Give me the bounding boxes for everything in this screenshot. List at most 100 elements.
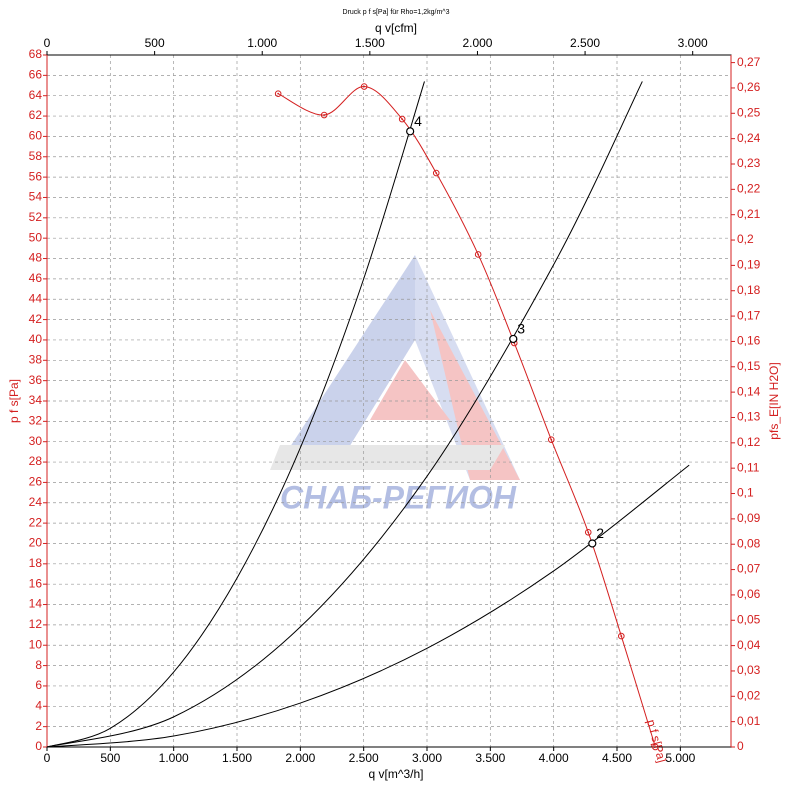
point-dot: [620, 635, 623, 637]
point-marker: [360, 83, 368, 90]
point-marker: [618, 632, 625, 640]
x-tick-label: 2.500: [349, 751, 379, 765]
y-tick-label: 28: [29, 454, 43, 468]
y2-tick-label: 0,18: [737, 283, 761, 297]
y-tick-label: 42: [29, 312, 43, 326]
y2-tick-label: 0,26: [737, 80, 761, 94]
x-tick-label: 2.000: [285, 751, 315, 765]
y2-tick-label: 0,14: [737, 384, 761, 398]
y-tick-label: 44: [29, 291, 43, 305]
y2-tick-label: 0,22: [737, 182, 761, 196]
y2-tick-label: 0,11: [737, 460, 760, 474]
y-tick-label: 30: [29, 434, 43, 448]
curve: [46, 81, 425, 748]
point-dot: [435, 172, 438, 174]
y2-tick-label: 0,06: [737, 587, 761, 601]
point-dot: [550, 438, 553, 441]
operating-point-label: 2: [596, 525, 604, 541]
y-tick-label: 36: [29, 373, 43, 387]
y-tick-label: 24: [29, 495, 43, 509]
y-tick-label: 38: [29, 352, 43, 366]
y2-tick-label: 0,17: [737, 308, 761, 322]
y-tick-label: 60: [29, 129, 43, 143]
y-tick-label: 18: [29, 556, 43, 570]
y2-tick-label: 0,2: [737, 232, 754, 246]
y-tick-label: 0: [35, 739, 42, 753]
y-tick-label: 34: [29, 393, 43, 407]
y-tick-label: 56: [29, 169, 43, 183]
y-tick-label: 2: [35, 719, 42, 733]
y-tick-label: 58: [29, 149, 43, 163]
y-tick-label: 26: [29, 475, 43, 489]
y2-tick-label: 0,13: [737, 410, 761, 424]
x2-tick-label: 2.000: [462, 36, 492, 50]
y2-tick-label: 0,1: [737, 486, 754, 500]
y2-tick-label: 0,03: [737, 663, 761, 677]
operating-point-label: 3: [517, 321, 525, 337]
y2-tick-label: 0,05: [737, 612, 761, 626]
x2-tick-label: 500: [145, 36, 165, 50]
y-tick-label: 50: [29, 230, 43, 244]
y2-tick-label: 0,27: [737, 55, 761, 69]
y-tick-label: 64: [29, 88, 43, 102]
chart-title: Druck p f s[Pa] für Rho=1,2kg/m^3: [343, 9, 450, 16]
y-tick-label: 20: [29, 536, 43, 550]
y-tick-label: 12: [29, 617, 43, 631]
x2-axis-label: q v[cfm]: [375, 21, 417, 35]
y2-axis-label: pfs_E[IN H2O]: [767, 362, 781, 439]
point-dot: [277, 92, 280, 95]
y2-tick-label: 0,21: [737, 207, 761, 221]
point-marker: [432, 169, 440, 177]
x-tick-label: 3.000: [412, 751, 442, 765]
x-tick-label: 500: [100, 751, 120, 765]
x2-tick-label: 3.000: [678, 36, 708, 50]
x-tick-label: 4.500: [602, 751, 632, 765]
operating-point-label: 4: [414, 113, 422, 129]
y2-tick-label: 0,24: [737, 131, 761, 145]
operating-point: [588, 539, 597, 548]
y-tick-label: 62: [29, 108, 43, 122]
y-tick-label: 10: [29, 637, 43, 651]
y-tick-label: 52: [29, 210, 43, 224]
curve: [46, 464, 690, 748]
point-dot: [587, 531, 590, 534]
x2-tick-label: 2.500: [570, 36, 600, 50]
y2-tick-label: 0,02: [737, 688, 761, 702]
point-dot: [323, 114, 326, 116]
point-marker: [652, 743, 659, 751]
y-tick-label: 32: [29, 414, 43, 428]
point-marker: [547, 436, 555, 443]
y2-tick-label: 0,16: [737, 334, 761, 348]
x-axis-label: q v[m^3/h]: [369, 767, 424, 781]
y2-tick-label: 0,23: [737, 156, 761, 170]
y-tick-label: 68: [29, 47, 43, 61]
y2-tick-label: 0,01: [737, 714, 761, 728]
point-marker: [474, 251, 482, 258]
operating-point: [509, 334, 518, 344]
y-tick-label: 4: [35, 698, 42, 712]
point-marker: [584, 528, 592, 536]
y-tick-label: 8: [35, 658, 42, 672]
x-tick-label: 5.000: [665, 751, 695, 765]
point-dot: [477, 253, 480, 256]
point-dot: [654, 746, 657, 748]
y-tick-label: 22: [29, 515, 43, 529]
y2-tick-label: 0,25: [737, 105, 761, 119]
x2-tick-label: 1.500: [355, 36, 385, 50]
x-tick-label: 0: [44, 751, 51, 765]
y-tick-label: 48: [29, 251, 43, 265]
y-tick-label: 54: [29, 190, 43, 204]
x-tick-label: 3.500: [475, 751, 505, 765]
operating-point: [406, 127, 415, 136]
curve: [46, 81, 643, 748]
y-axis-label: p f s[Pa]: [7, 379, 21, 423]
y2-tick-label: 0,07: [737, 562, 761, 576]
point-marker: [398, 115, 406, 123]
x-tick-label: 4.000: [539, 751, 569, 765]
x2-tick-label: 1.000: [247, 36, 277, 50]
point-marker: [320, 111, 328, 119]
point-dot: [401, 118, 404, 121]
y2-tick-label: 0,04: [737, 638, 761, 652]
watermark-logo: [270, 255, 520, 480]
